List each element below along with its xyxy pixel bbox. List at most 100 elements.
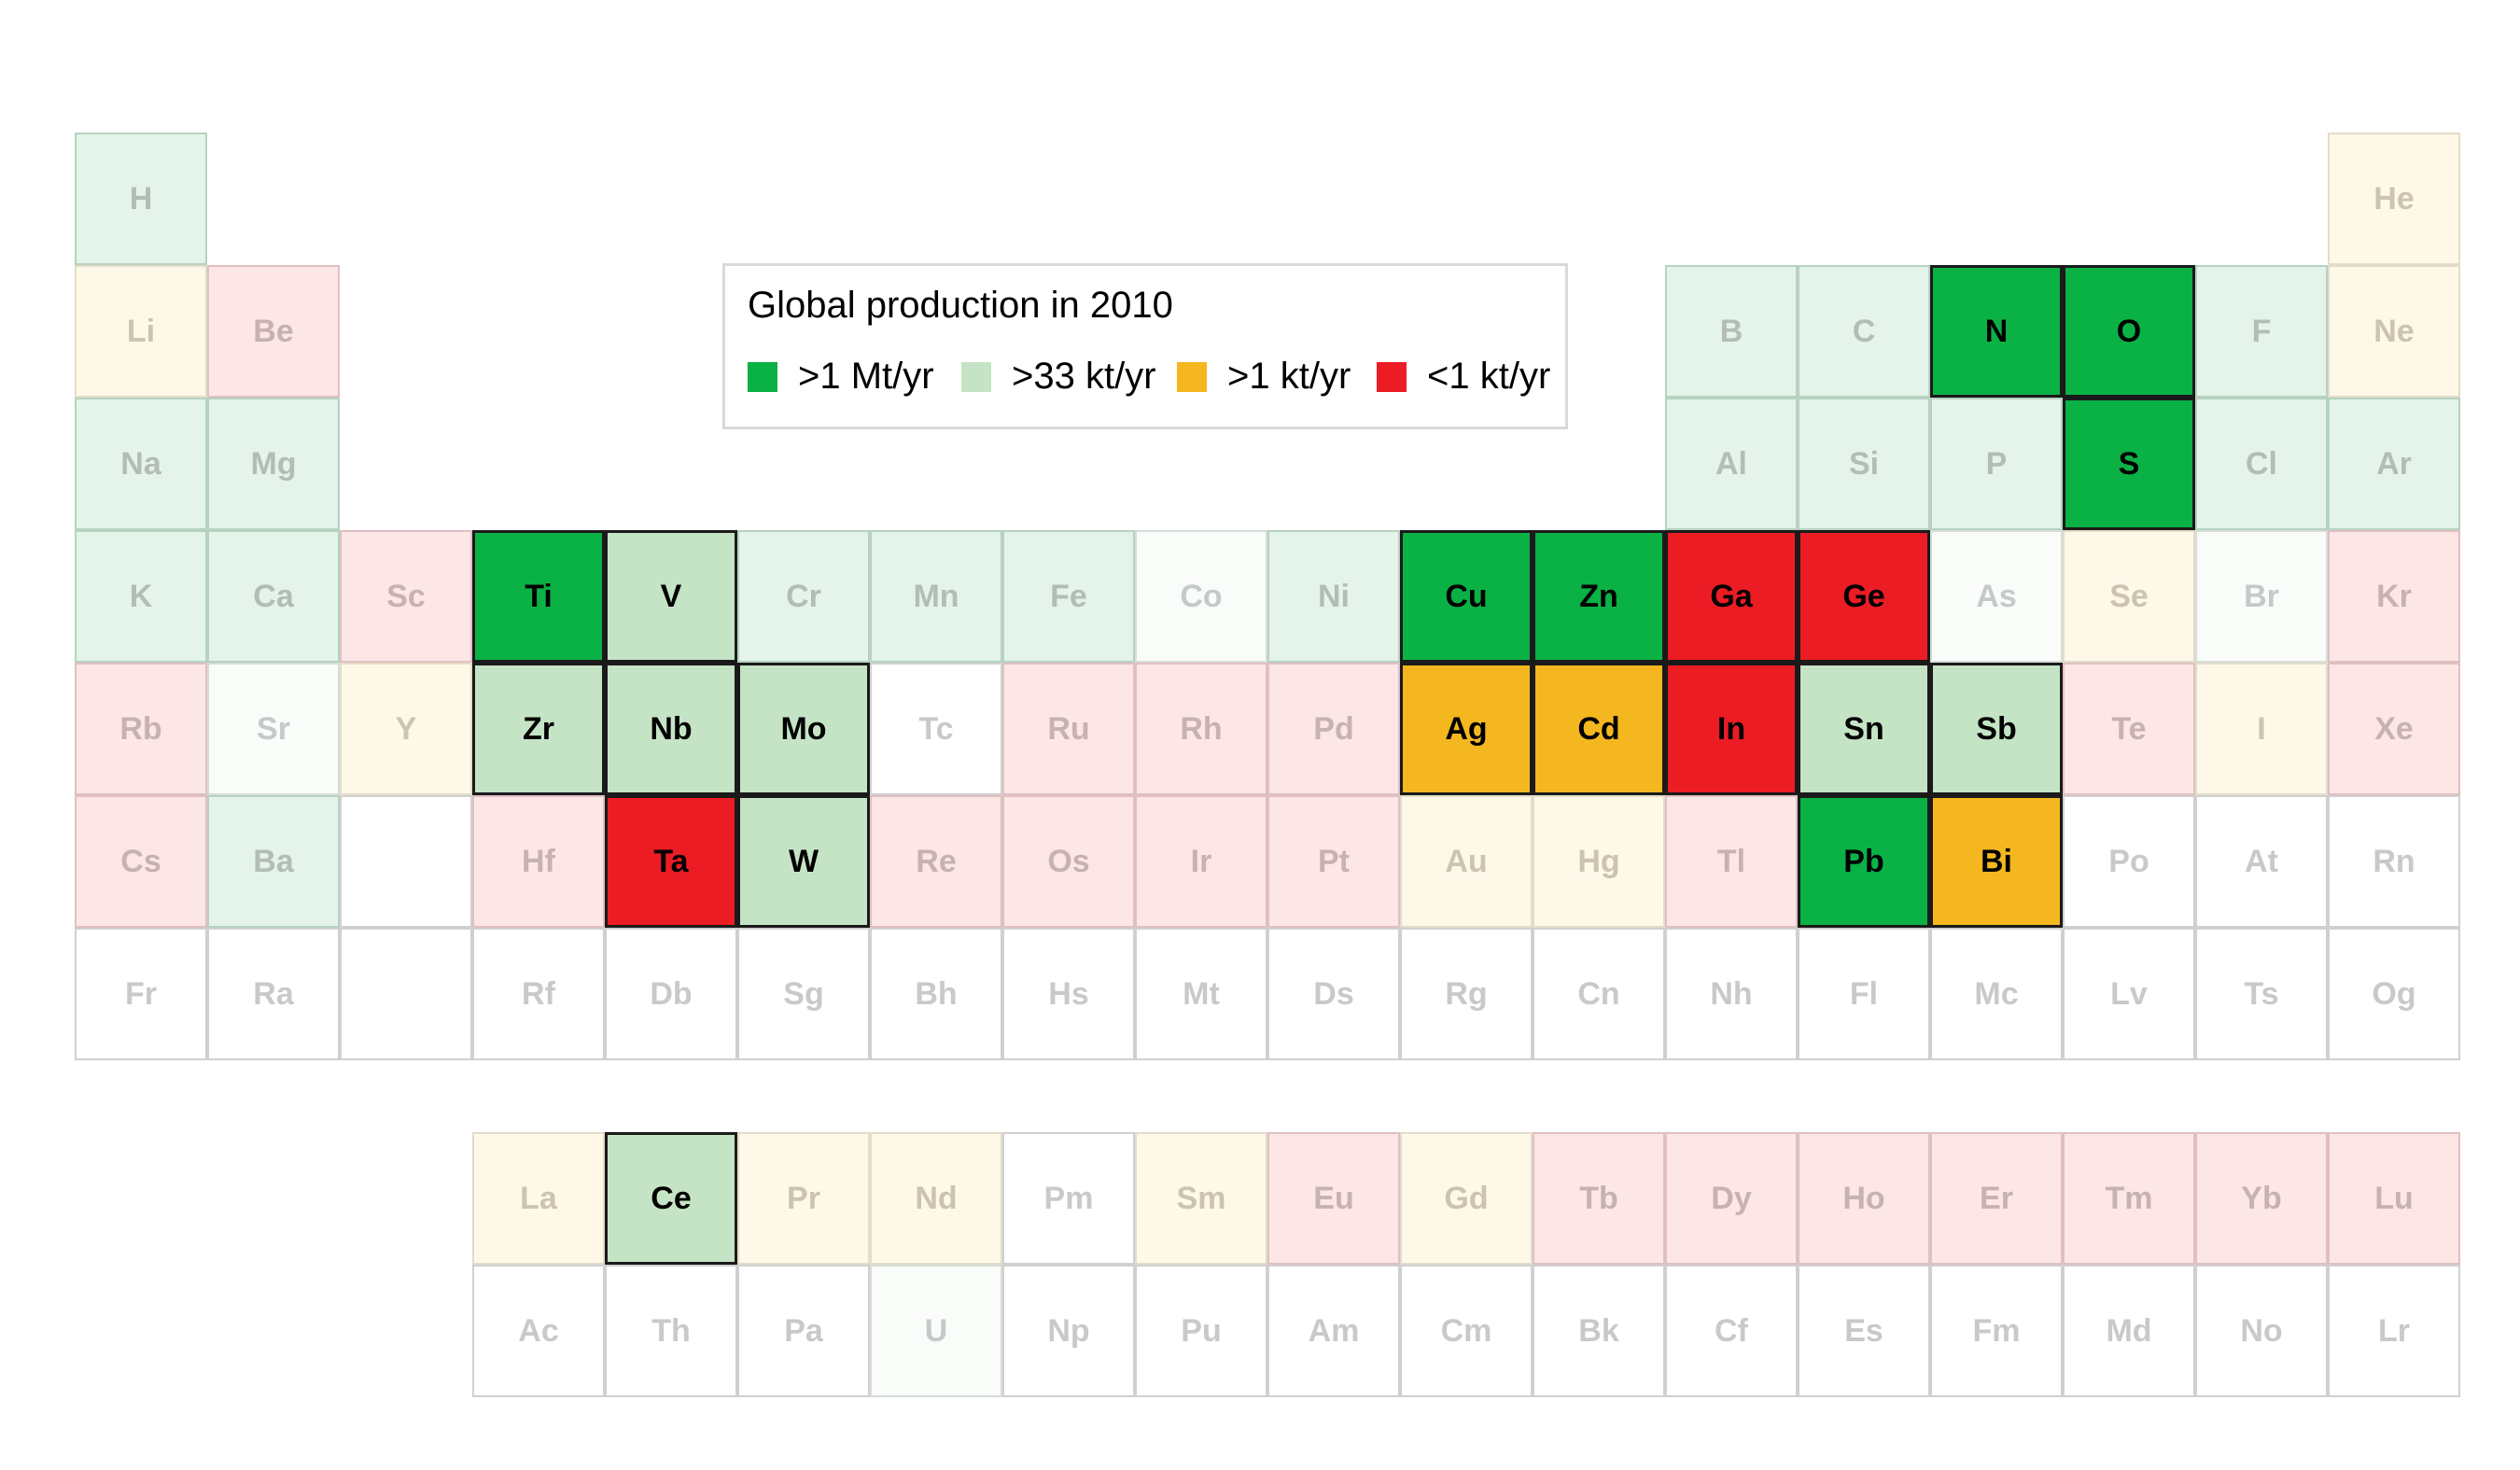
element-cell-mt: Mt [1135, 928, 1267, 1060]
element-symbol: Ni [1318, 578, 1350, 614]
element-cell-sr: Sr [207, 663, 340, 795]
element-symbol: Es [1844, 1312, 1883, 1349]
empty-slot [340, 795, 472, 928]
element-cell-k: K [75, 530, 207, 663]
element-symbol: Lv [2110, 975, 2148, 1012]
element-cell-yb: Yb [2195, 1132, 2328, 1265]
element-cell-ni: Ni [1267, 530, 1400, 663]
element-cell-bk: Bk [1533, 1265, 1665, 1397]
element-symbol: P [1985, 445, 2008, 482]
element-symbol: Ne [2373, 313, 2415, 349]
element-cell-au: Au [1400, 795, 1533, 928]
element-cell-rb: Rb [75, 663, 207, 795]
element-symbol: He [2373, 180, 2415, 217]
element-cell-th: Th [605, 1265, 737, 1397]
element-cell-am: Am [1267, 1265, 1400, 1397]
element-symbol: Ts [2244, 975, 2279, 1012]
element-cell-in: In [1665, 663, 1798, 795]
legend-item-gt1kt: >1 kt/yr [1177, 356, 1351, 398]
element-symbol: Og [2372, 975, 2416, 1012]
element-cell-nh: Nh [1665, 928, 1798, 1060]
element-cell-te: Te [2063, 663, 2195, 795]
element-symbol: Ce [651, 1180, 692, 1216]
element-cell-sm: Sm [1135, 1132, 1267, 1265]
element-symbol: Pu [1181, 1312, 1222, 1349]
element-cell-tl: Tl [1665, 795, 1798, 928]
element-cell-n: N [1930, 265, 2063, 398]
element-symbol: In [1716, 710, 1746, 747]
element-cell-ho: Ho [1798, 1132, 1930, 1265]
element-cell-es: Es [1798, 1265, 1930, 1397]
element-cell-sg: Sg [737, 928, 870, 1060]
element-cell-ge: Ge [1798, 530, 1930, 663]
element-symbol: O [2116, 313, 2142, 349]
element-symbol: Nh [1710, 975, 1753, 1012]
element-symbol: Ac [518, 1312, 559, 1349]
element-cell-mo: Mo [737, 663, 870, 795]
element-symbol: Hs [1048, 975, 1089, 1012]
element-cell-eu: Eu [1267, 1132, 1400, 1265]
element-cell-f: F [2195, 265, 2328, 398]
element-cell-s: S [2063, 398, 2195, 530]
element-cell-cd: Cd [1533, 663, 1665, 795]
element-cell-bi: Bi [1930, 795, 2063, 928]
element-cell-pt: Pt [1267, 795, 1400, 928]
element-cell-ts: Ts [2195, 928, 2328, 1060]
element-cell-no: No [2195, 1265, 2328, 1397]
element-cell-gd: Gd [1400, 1132, 1533, 1265]
element-cell-lr: Lr [2328, 1265, 2460, 1397]
element-symbol: Rn [2373, 843, 2415, 879]
legend-swatch-gt33kt [961, 361, 991, 392]
element-symbol: Os [1047, 843, 1090, 879]
element-cell-zr: Zr [472, 663, 605, 795]
element-cell-si: Si [1798, 398, 1930, 530]
element-cell-as: As [1930, 530, 2063, 663]
element-symbol: Y [395, 710, 417, 747]
element-symbol: Br [2244, 578, 2279, 614]
element-symbol: Mc [1974, 975, 2019, 1012]
element-symbol: Bi [1981, 843, 2012, 879]
element-symbol: B [1719, 313, 1743, 349]
element-cell-rf: Rf [472, 928, 605, 1060]
element-cell-np: Np [1002, 1265, 1135, 1397]
element-symbol: C [1852, 313, 1876, 349]
element-symbol: Pm [1043, 1180, 1094, 1216]
element-cell-nb: Nb [605, 663, 737, 795]
element-cell-xe: Xe [2328, 663, 2460, 795]
element-cell-bh: Bh [870, 928, 1002, 1060]
element-symbol: Ba [253, 843, 294, 879]
legend-label-gt33kt: >33 kt/yr [1012, 356, 1156, 397]
element-symbol: Ds [1313, 975, 1354, 1012]
element-cell-i: I [2195, 663, 2328, 795]
element-symbol: Al [1715, 445, 1747, 482]
element-cell-pa: Pa [737, 1265, 870, 1397]
legend-swatch-lt1kt [1377, 361, 1407, 392]
legend-item-gt1mt: >1 Mt/yr [748, 356, 934, 398]
element-symbol: Hg [1577, 843, 1620, 879]
element-symbol: Am [1308, 1312, 1360, 1349]
element-symbol: Po [2108, 843, 2149, 879]
element-symbol: Nb [650, 710, 693, 747]
element-cell-ar: Ar [2328, 398, 2460, 530]
element-cell-mc: Mc [1930, 928, 2063, 1060]
element-cell-u: U [870, 1265, 1002, 1397]
element-symbol: Re [916, 843, 957, 879]
element-symbol: Hf [522, 843, 555, 879]
element-symbol: Ir [1190, 843, 1212, 879]
element-cell-na: Na [75, 398, 207, 530]
element-cell-fe: Fe [1002, 530, 1135, 663]
element-symbol: Pr [787, 1180, 820, 1216]
element-symbol: Cf [1715, 1312, 1748, 1349]
element-symbol: Rf [522, 975, 555, 1012]
element-cell-og: Og [2328, 928, 2460, 1060]
element-cell-fl: Fl [1798, 928, 1930, 1060]
element-cell-ru: Ru [1002, 663, 1135, 795]
element-symbol: Eu [1313, 1180, 1354, 1216]
element-symbol: Ho [1842, 1180, 1885, 1216]
element-symbol: Fr [125, 975, 157, 1012]
element-symbol: Cd [1577, 710, 1620, 747]
element-symbol: Ti [525, 578, 553, 614]
element-symbol: Pd [1313, 710, 1354, 747]
element-cell-dy: Dy [1665, 1132, 1798, 1265]
element-symbol: Cl [2246, 445, 2277, 482]
